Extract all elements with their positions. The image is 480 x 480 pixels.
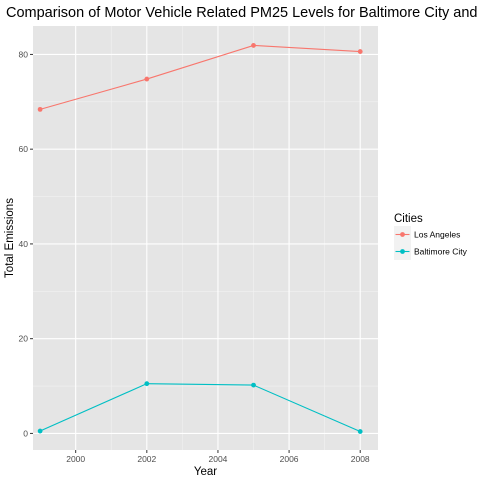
legend-item-los-angeles: Los Angeles (394, 226, 460, 243)
legend-label-los-angeles: Los Angeles (414, 230, 460, 240)
data-point-baltimore-city (144, 381, 150, 387)
plot-panel (33, 26, 378, 450)
y-tick-label: 60 (19, 144, 29, 154)
y-tick-label: 80 (19, 49, 29, 59)
x-tick-label: 2008 (351, 454, 370, 464)
legend-label-baltimore-city: Baltimore City (414, 247, 468, 257)
x-tick-label: 2000 (66, 454, 85, 464)
data-point-baltimore-city (37, 428, 43, 434)
legend-title: Cities (394, 213, 423, 225)
x-tick-label: 2006 (280, 454, 299, 464)
data-point-los-angeles (144, 76, 150, 82)
series-baltimore-city (37, 381, 363, 434)
data-point-baltimore-city (251, 382, 256, 388)
series-line-los-angeles (39, 44, 361, 110)
y-axis-title: Total Emissions (4, 198, 16, 278)
x-axis-title: Year (194, 466, 217, 478)
data-point-los-angeles (251, 43, 256, 48)
series-los-angeles (37, 43, 363, 112)
legend: Cities Los Angeles Baltimore City (394, 213, 468, 260)
legend-key-point (400, 232, 405, 237)
data-point-los-angeles (37, 106, 43, 112)
data-point-baltimore-city (357, 429, 363, 434)
series-line-baltimore-city (39, 383, 361, 433)
series-layer (37, 43, 363, 434)
legend-key-point (400, 249, 405, 254)
data-point-los-angeles (357, 49, 363, 54)
legend-item-baltimore-city: Baltimore City (394, 243, 468, 260)
grid-lines (33, 26, 378, 450)
x-tick-label: 2002 (137, 454, 156, 464)
axes: 2000 2002 2004 2006 2008 0 20 40 60 80 (19, 49, 370, 464)
x-tick-label: 2004 (208, 454, 227, 464)
y-tick-label: 20 (19, 334, 29, 344)
y-tick-label: 40 (19, 239, 29, 249)
chart-title: Comparison of Motor Vehicle Related PM25… (6, 5, 480, 21)
y-tick-label: 0 (23, 428, 28, 438)
